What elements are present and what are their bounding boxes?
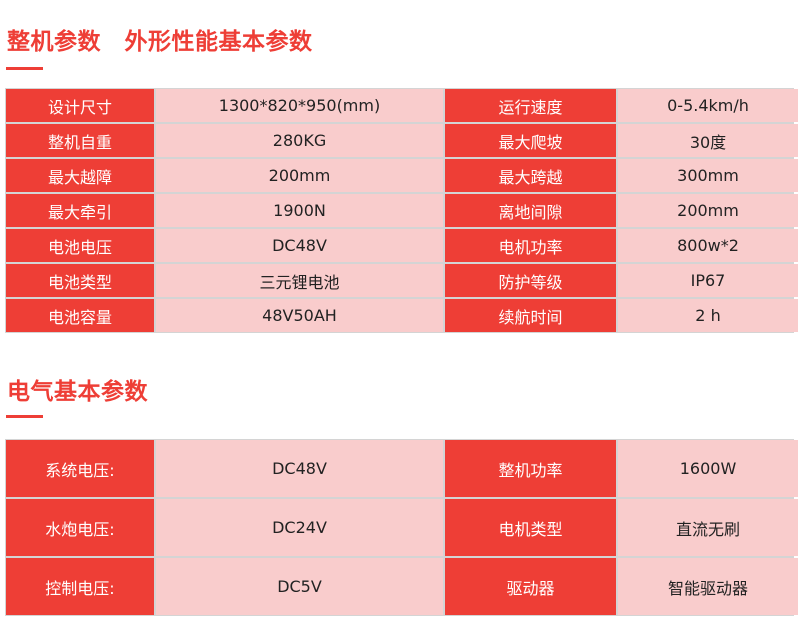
title-underline bbox=[6, 67, 43, 70]
spec-value: 0-5.4km/h bbox=[618, 89, 798, 122]
spec-value: 2 h bbox=[618, 299, 798, 332]
electrical-table: 系统电压: DC48V 整机功率 1600W 水炮电压: DC24V 电机类型 直流无刷控制电… bbox=[5, 439, 798, 616]
spec-label: 控制电压: bbox=[6, 558, 154, 615]
title-underline bbox=[6, 415, 43, 418]
spec-value: DC48V bbox=[156, 440, 443, 497]
spec-value: 智能驱动器 bbox=[618, 558, 798, 615]
spec-value: 30度 bbox=[618, 124, 798, 157]
spec-label: 整机自重 bbox=[6, 124, 154, 157]
spec-value: 直流无刷 bbox=[618, 499, 798, 556]
spec-label: 电池类型 bbox=[6, 264, 154, 297]
spec-value: 1600W bbox=[618, 440, 798, 497]
spec-label: 最大牵引 bbox=[6, 194, 154, 227]
spec-value: 300mm bbox=[618, 159, 798, 192]
spec-value: DC5V bbox=[156, 558, 443, 615]
spec-value: DC48V bbox=[156, 229, 443, 262]
spec-value: 200mm bbox=[618, 194, 798, 227]
spec-label: 设计尺寸 bbox=[6, 89, 154, 122]
spec-label: 电池电压 bbox=[6, 229, 154, 262]
section-title-specs: 整机参数 外形性能基本参数 bbox=[7, 29, 313, 55]
spec-label: 水炮电压: bbox=[6, 499, 154, 556]
spec-label: 离地间隙 bbox=[445, 194, 616, 227]
spec-label: 最大跨越 bbox=[445, 159, 616, 192]
spec-value: 800w*2 bbox=[618, 229, 798, 262]
spec-label: 电机类型 bbox=[445, 499, 616, 556]
spec-value: 1300*820*950(mm) bbox=[156, 89, 443, 122]
spec-label: 电池容量 bbox=[6, 299, 154, 332]
spec-label: 系统电压: bbox=[6, 440, 154, 497]
spec-label: 最大爬坡 bbox=[445, 124, 616, 157]
spec-label: 电机功率 bbox=[445, 229, 616, 262]
spec-value: DC24V bbox=[156, 499, 443, 556]
spec-label: 续航时间 bbox=[445, 299, 616, 332]
spec-value: 48V50AH bbox=[156, 299, 443, 332]
spec-label: 最大越障 bbox=[6, 159, 154, 192]
spec-label: 防护等级 bbox=[445, 264, 616, 297]
spec-label: 运行速度 bbox=[445, 89, 616, 122]
section-title-electrical: 电气基本参数 bbox=[7, 379, 148, 405]
spec-value: 三元锂电池 bbox=[156, 264, 443, 297]
spec-value: 280KG bbox=[156, 124, 443, 157]
spec-value: IP67 bbox=[618, 264, 798, 297]
spec-label: 整机功率 bbox=[445, 440, 616, 497]
spec-label: 驱动器 bbox=[445, 558, 616, 615]
specs-table: 设计尺寸 1300*820*950(mm) 运行速度 0-5.4km/h 整机自重 280… bbox=[5, 88, 798, 333]
spec-value: 1900N bbox=[156, 194, 443, 227]
spec-value: 200mm bbox=[156, 159, 443, 192]
